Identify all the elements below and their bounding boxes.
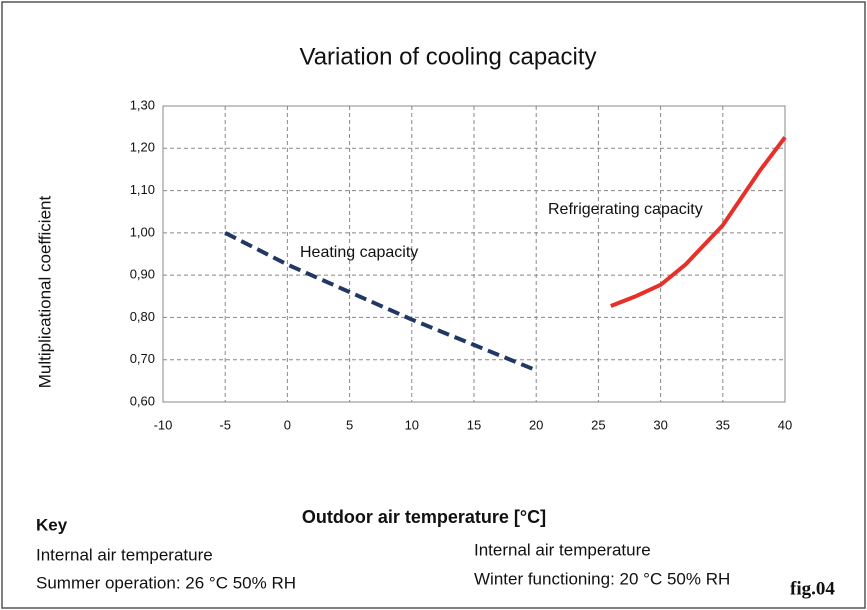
y-tick-label: 0,60: [130, 393, 155, 408]
y-tick-label: 0,80: [130, 309, 155, 324]
key-title: Key: [36, 515, 68, 534]
y-tick-label: 1,10: [130, 182, 155, 197]
x-tick-label: 5: [346, 417, 353, 432]
chart-title: Variation of cooling capacity: [299, 43, 596, 70]
y-tick-label: 0,70: [130, 351, 155, 366]
x-tick-label: 15: [467, 417, 481, 432]
x-tick-label: 30: [653, 417, 667, 432]
x-tick-label: -10: [154, 417, 173, 432]
key-text: Internal air temperature: [474, 540, 651, 559]
x-tick-label: 40: [778, 417, 792, 432]
x-axis-label: Outdoor air temperature [°C]: [302, 507, 546, 527]
x-tick-label: 0: [284, 417, 291, 432]
x-tick-label: -5: [219, 417, 231, 432]
y-tick-label: 1,30: [130, 97, 155, 112]
series-annotation: Heating capacity: [300, 244, 418, 261]
plot-border: [162, 105, 786, 403]
x-tick-label: 25: [591, 417, 605, 432]
series-line: [610, 136, 787, 308]
key-text: Winter functioning: 20 °C 50% RH: [474, 569, 730, 588]
y-tick-label: 1,00: [130, 224, 155, 239]
figure-label: fig.04: [790, 578, 835, 599]
y-axis-label: Multiplicational coefficient: [35, 196, 54, 389]
series-annotation: Refrigerating capacity: [548, 201, 703, 218]
key-text: Summer operation: 26 °C 50% RH: [36, 573, 296, 592]
y-tick-label: 0,90: [130, 267, 155, 282]
key-text: Internal air temperature: [36, 545, 213, 564]
x-tick-label: 20: [529, 417, 543, 432]
y-tick-label: 1,20: [130, 140, 155, 155]
series-line: [224, 231, 537, 373]
x-tick-label: 10: [405, 417, 419, 432]
x-tick-label: 35: [716, 417, 730, 432]
